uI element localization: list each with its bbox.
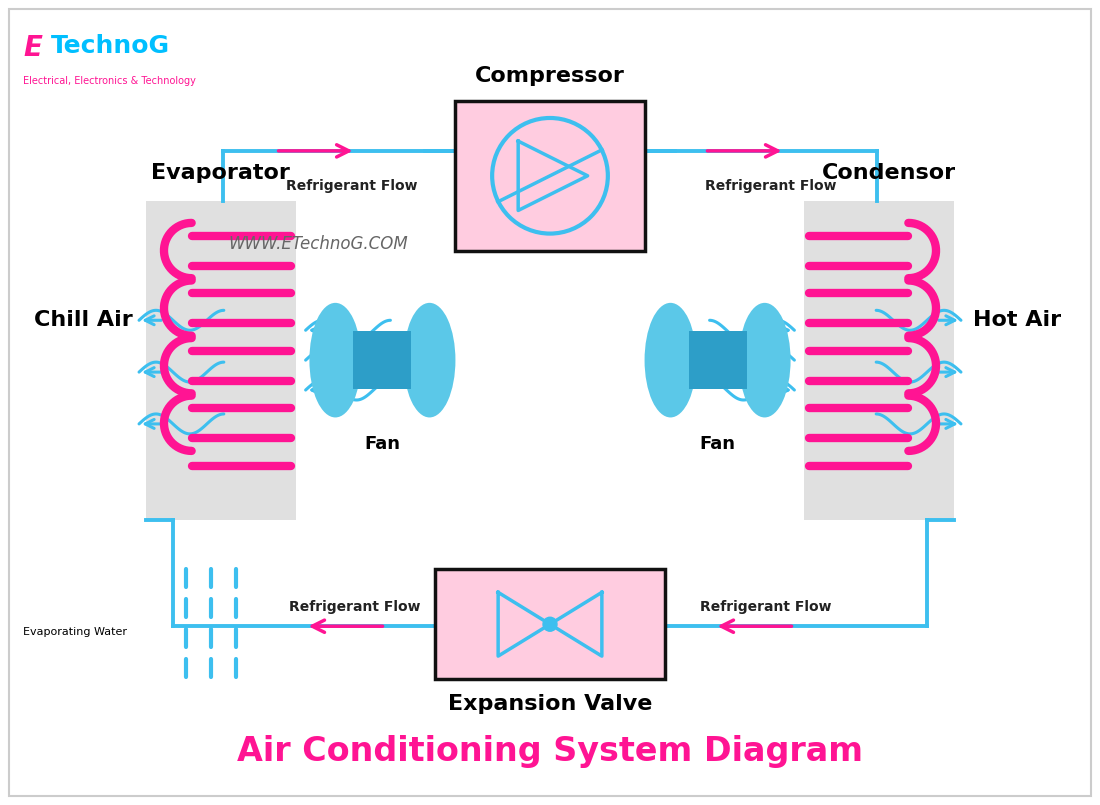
Text: Refrigerant Flow: Refrigerant Flow xyxy=(286,179,417,192)
Bar xyxy=(436,569,664,679)
Text: E: E xyxy=(23,35,42,62)
Text: Expansion Valve: Expansion Valve xyxy=(448,694,652,714)
Text: Hot Air: Hot Air xyxy=(972,310,1060,330)
Text: Air Conditioning System Diagram: Air Conditioning System Diagram xyxy=(236,735,864,768)
Ellipse shape xyxy=(404,303,455,418)
Ellipse shape xyxy=(645,303,696,418)
Ellipse shape xyxy=(309,303,361,418)
Bar xyxy=(353,331,411,389)
Text: Fan: Fan xyxy=(700,435,736,453)
Bar xyxy=(146,200,296,519)
Text: TechnoG: TechnoG xyxy=(52,35,170,58)
Ellipse shape xyxy=(739,303,791,418)
Bar xyxy=(689,331,747,389)
Text: WWW.ETechnoG.COM: WWW.ETechnoG.COM xyxy=(229,234,408,253)
Text: Evaporating Water: Evaporating Water xyxy=(23,627,128,638)
Text: Chill Air: Chill Air xyxy=(34,310,133,330)
Text: Refrigerant Flow: Refrigerant Flow xyxy=(288,601,420,614)
Text: Compressor: Compressor xyxy=(475,66,625,86)
Circle shape xyxy=(543,617,557,631)
Text: Fan: Fan xyxy=(364,435,400,453)
Text: Refrigerant Flow: Refrigerant Flow xyxy=(705,179,836,192)
Bar xyxy=(804,200,954,519)
Text: Condensor: Condensor xyxy=(822,163,956,183)
Text: Electrical, Electronics & Technology: Electrical, Electronics & Technology xyxy=(23,76,196,86)
Bar xyxy=(455,101,645,250)
Text: Evaporator: Evaporator xyxy=(152,163,290,183)
Text: Refrigerant Flow: Refrigerant Flow xyxy=(700,601,832,614)
